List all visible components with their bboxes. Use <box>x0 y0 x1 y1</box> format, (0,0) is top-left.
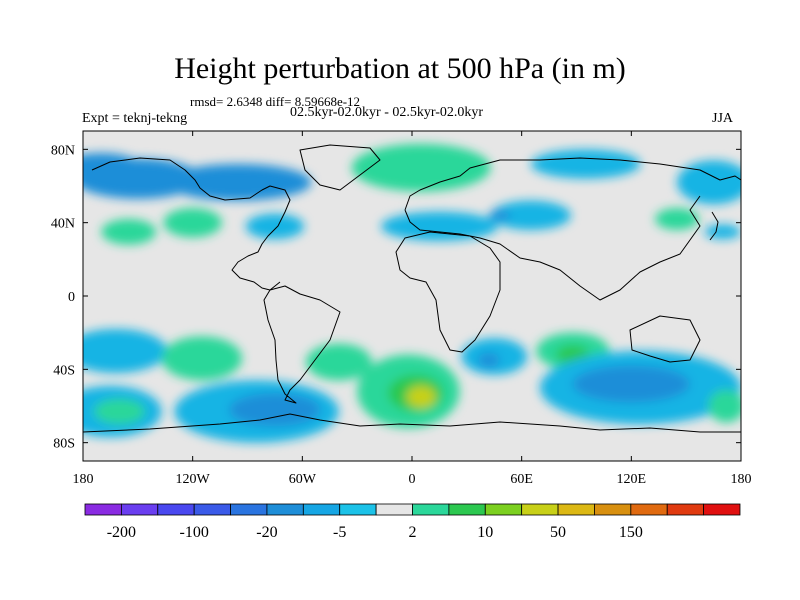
colorbar-tick-label: 10 <box>477 524 493 541</box>
colorbar-swatch <box>302 503 341 516</box>
x-tick-label: 180 <box>73 472 94 487</box>
eurasia-coast <box>404 157 741 301</box>
y-tick-label: 80N <box>51 143 75 158</box>
anomaly-region-29 <box>572 365 690 403</box>
anomaly-region-4 <box>101 219 157 245</box>
colorbar-swatch <box>557 503 595 516</box>
y-tick-label: 40N <box>51 217 75 232</box>
anomaly-region-14 <box>83 329 168 373</box>
colorbar-swatch <box>666 503 705 516</box>
colorbar-swatch <box>339 503 377 516</box>
colorbar-tick-label: 2 <box>409 524 417 541</box>
colorbar-tick-label: -200 <box>107 524 136 541</box>
anomaly-region-5 <box>245 213 305 240</box>
anomaly-region-7 <box>380 211 498 241</box>
anomaly-region-3 <box>163 208 222 238</box>
experiment-label: Expt = teknj-tekng <box>82 111 188 126</box>
colorbar-tick-label: 150 <box>619 524 643 541</box>
colorbar-swatch <box>594 503 632 516</box>
colorbar-swatch <box>484 503 523 516</box>
colorbar-swatch <box>157 503 195 516</box>
antarctica-coast <box>83 413 741 433</box>
x-tick-label: 180 <box>731 472 752 487</box>
y-tick-label: 40S <box>53 363 75 378</box>
colorbar-swatch <box>521 503 559 516</box>
greenland-coast <box>299 144 381 191</box>
season-label: JJA <box>712 111 734 126</box>
y-tick-label: 80S <box>53 437 75 452</box>
anomaly-region-16 <box>305 343 372 381</box>
anomaly-region-20 <box>229 393 321 427</box>
colorbar-swatch <box>448 503 486 516</box>
anomaly-region-18 <box>93 398 146 425</box>
x-tick-label: 120W <box>176 472 211 487</box>
north-america-coast <box>91 157 291 291</box>
anomaly-region-1 <box>165 164 312 201</box>
colorbar-swatch <box>120 503 159 516</box>
anomaly-region-11 <box>677 160 741 205</box>
rmsd-diff-stats: rmsd= 2.6348 diff= 8.59668e-12 <box>190 94 361 109</box>
y-tick-label: 0 <box>68 290 75 305</box>
anomaly-region-30 <box>708 389 741 423</box>
colorbar-swatch <box>375 503 413 516</box>
south-america-coast <box>263 285 341 404</box>
anomaly-region-6 <box>351 143 491 192</box>
x-tick-label: 0 <box>409 472 416 487</box>
colorbar-tick-label: 50 <box>550 524 566 541</box>
x-tick-label: 60E <box>510 472 533 487</box>
japan-coast <box>709 211 719 241</box>
colorbar-swatch <box>230 503 268 516</box>
x-tick-label: 60W <box>289 472 317 487</box>
x-tick-label: 120E <box>617 472 647 487</box>
colorbar-swatch <box>630 503 668 516</box>
colorbar-tick-label: -100 <box>180 524 209 541</box>
colorbar-tick-label: -5 <box>333 524 346 541</box>
anomaly-region-8 <box>490 200 572 230</box>
anomaly-region-23 <box>406 385 436 408</box>
africa-coast <box>395 231 501 353</box>
colorbar-tick-label: -20 <box>256 524 277 541</box>
anomaly-region-25 <box>477 352 500 368</box>
anomaly-region-13 <box>704 224 741 240</box>
anomaly-region-2 <box>83 153 138 175</box>
anomaly-region-9 <box>488 209 511 221</box>
australia-coast <box>629 315 701 363</box>
anomaly-region-15 <box>161 336 243 381</box>
colorbar-swatch <box>412 503 450 516</box>
period-label: 02.5kyr-02.0kyr - 02.5kyr-02.0kyr <box>290 105 484 120</box>
colorbar-swatch <box>193 503 231 516</box>
chart-title: Height perturbation at 500 hPa (in m) <box>174 52 626 85</box>
colorbar-swatch <box>266 503 304 516</box>
colorbar-swatch <box>84 503 122 516</box>
anomaly-region-12 <box>655 208 699 230</box>
colorbar-swatch <box>703 503 741 516</box>
anomaly-region-10 <box>530 149 641 179</box>
